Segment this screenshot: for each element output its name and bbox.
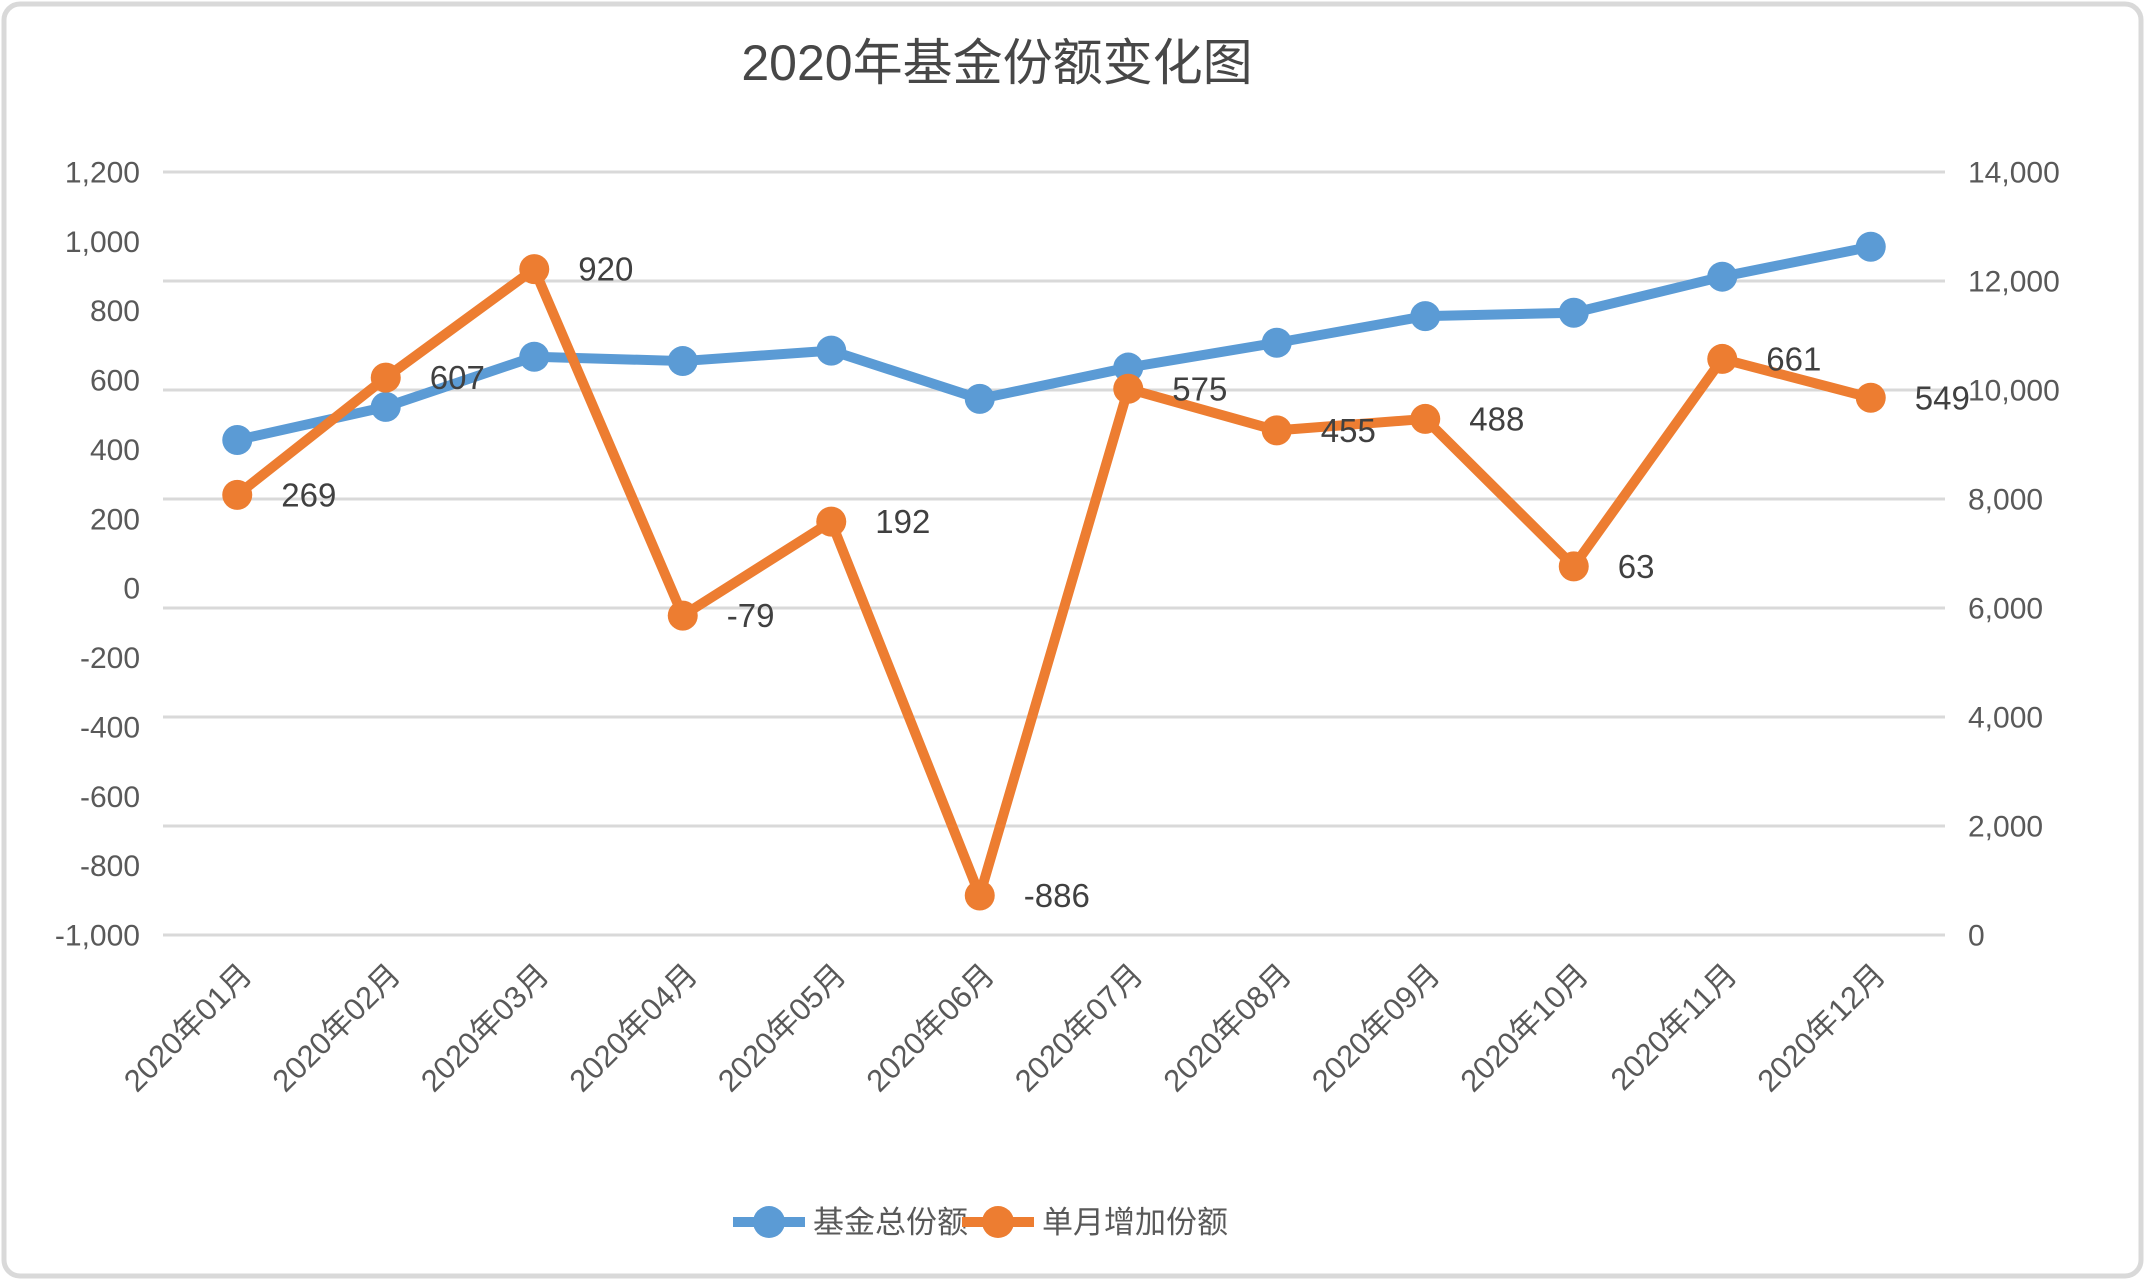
y-axis-tick-label-right: 6,000 bbox=[1968, 593, 2043, 626]
legend-item-label: 单月增加份额 bbox=[1042, 1205, 1228, 1240]
y-axis-tick-label-left: 1,200 bbox=[65, 157, 140, 190]
data-label: 920 bbox=[578, 251, 633, 288]
data-point-marker bbox=[1855, 382, 1886, 413]
data-point-marker bbox=[816, 335, 847, 366]
data-point-marker bbox=[964, 880, 995, 911]
data-point-marker bbox=[1410, 403, 1441, 434]
data-point-marker bbox=[222, 479, 253, 510]
monthly-change-line bbox=[232, 264, 1876, 901]
data-point-marker bbox=[1410, 301, 1441, 332]
data-label: 661 bbox=[1766, 340, 1821, 377]
y-axis-tick-label-left: -400 bbox=[80, 711, 140, 744]
data-labels-group: 269 607 920 -79 192 -886 575 455 488 63 661 549 bbox=[281, 251, 1970, 914]
data-point-marker bbox=[1855, 231, 1886, 262]
data-point-marker bbox=[1707, 261, 1738, 292]
legend-group: 基金总份额 单月增加份额 bbox=[733, 1205, 1228, 1240]
y-axis-tick-label-right: 8,000 bbox=[1968, 484, 2043, 517]
data-point-marker bbox=[1261, 327, 1292, 358]
data-point-marker bbox=[1558, 551, 1589, 582]
data-label: 455 bbox=[1321, 412, 1376, 449]
y-axis-tick-label-left: 1,000 bbox=[65, 226, 140, 259]
total-shares-line bbox=[232, 241, 1876, 445]
y-axis-tick-label-left: -600 bbox=[80, 781, 140, 814]
y-axis-tick-label-left: 600 bbox=[90, 365, 140, 398]
y-axis-tick-label-left: 400 bbox=[90, 434, 140, 467]
data-point-marker bbox=[816, 506, 847, 537]
data-label: 269 bbox=[281, 476, 336, 513]
y-axis-tick-label-left: 0 bbox=[123, 573, 140, 606]
legend-marker-dot bbox=[982, 1206, 1014, 1238]
legend-marker-dot bbox=[753, 1206, 785, 1238]
data-label: 549 bbox=[1915, 379, 1970, 416]
chart-title: 2020年基金份额变化图 bbox=[741, 35, 1252, 91]
data-point-marker bbox=[667, 600, 698, 631]
y-axis-tick-label-right: 4,000 bbox=[1968, 702, 2043, 735]
data-point-marker bbox=[1113, 352, 1144, 383]
legend-item-label: 基金总份额 bbox=[813, 1205, 968, 1240]
y-axis-tick-label-right: 12,000 bbox=[1968, 266, 2060, 299]
right-axis-group: 14,000 12,000 10,000 8,000 6,000 4,000 2,000 0 bbox=[1968, 157, 2060, 953]
data-label: 575 bbox=[1172, 370, 1227, 407]
data-point-marker bbox=[1558, 297, 1589, 328]
data-point-marker bbox=[222, 424, 253, 455]
y-axis-tick-label-right: 14,000 bbox=[1968, 157, 2060, 190]
data-point-marker bbox=[667, 346, 698, 377]
data-point-marker bbox=[964, 383, 995, 414]
data-point-marker bbox=[1261, 415, 1292, 446]
y-axis-tick-label-right: 10,000 bbox=[1968, 375, 2060, 408]
y-axis-tick-label-right: 0 bbox=[1968, 920, 1985, 953]
data-point-marker bbox=[370, 362, 401, 393]
data-point-marker bbox=[519, 341, 550, 372]
data-point-marker bbox=[1707, 343, 1738, 374]
data-label: -79 bbox=[727, 597, 775, 634]
data-point-marker bbox=[519, 254, 550, 285]
series-group bbox=[222, 231, 1886, 911]
y-axis-tick-label-left: -200 bbox=[80, 642, 140, 675]
y-axis-tick-label-left: -1,000 bbox=[55, 920, 140, 953]
gridlines-group bbox=[163, 170, 1945, 937]
data-point-marker bbox=[1113, 373, 1144, 404]
data-label: 63 bbox=[1618, 548, 1655, 585]
data-point-marker bbox=[370, 391, 401, 422]
y-axis-tick-label-right: 2,000 bbox=[1968, 811, 2043, 844]
y-axis-tick-label-left: -800 bbox=[80, 850, 140, 883]
data-label: -886 bbox=[1024, 877, 1090, 914]
y-axis-tick-label-left: 200 bbox=[90, 503, 140, 536]
left-axis-group: 1,200 1,000 800 600 400 200 0 -200 -400 -600 -800 -… bbox=[55, 157, 140, 953]
data-label: 607 bbox=[430, 359, 485, 396]
data-label: 192 bbox=[875, 503, 930, 540]
data-label: 488 bbox=[1469, 400, 1524, 437]
y-axis-tick-label-left: 800 bbox=[90, 295, 140, 328]
